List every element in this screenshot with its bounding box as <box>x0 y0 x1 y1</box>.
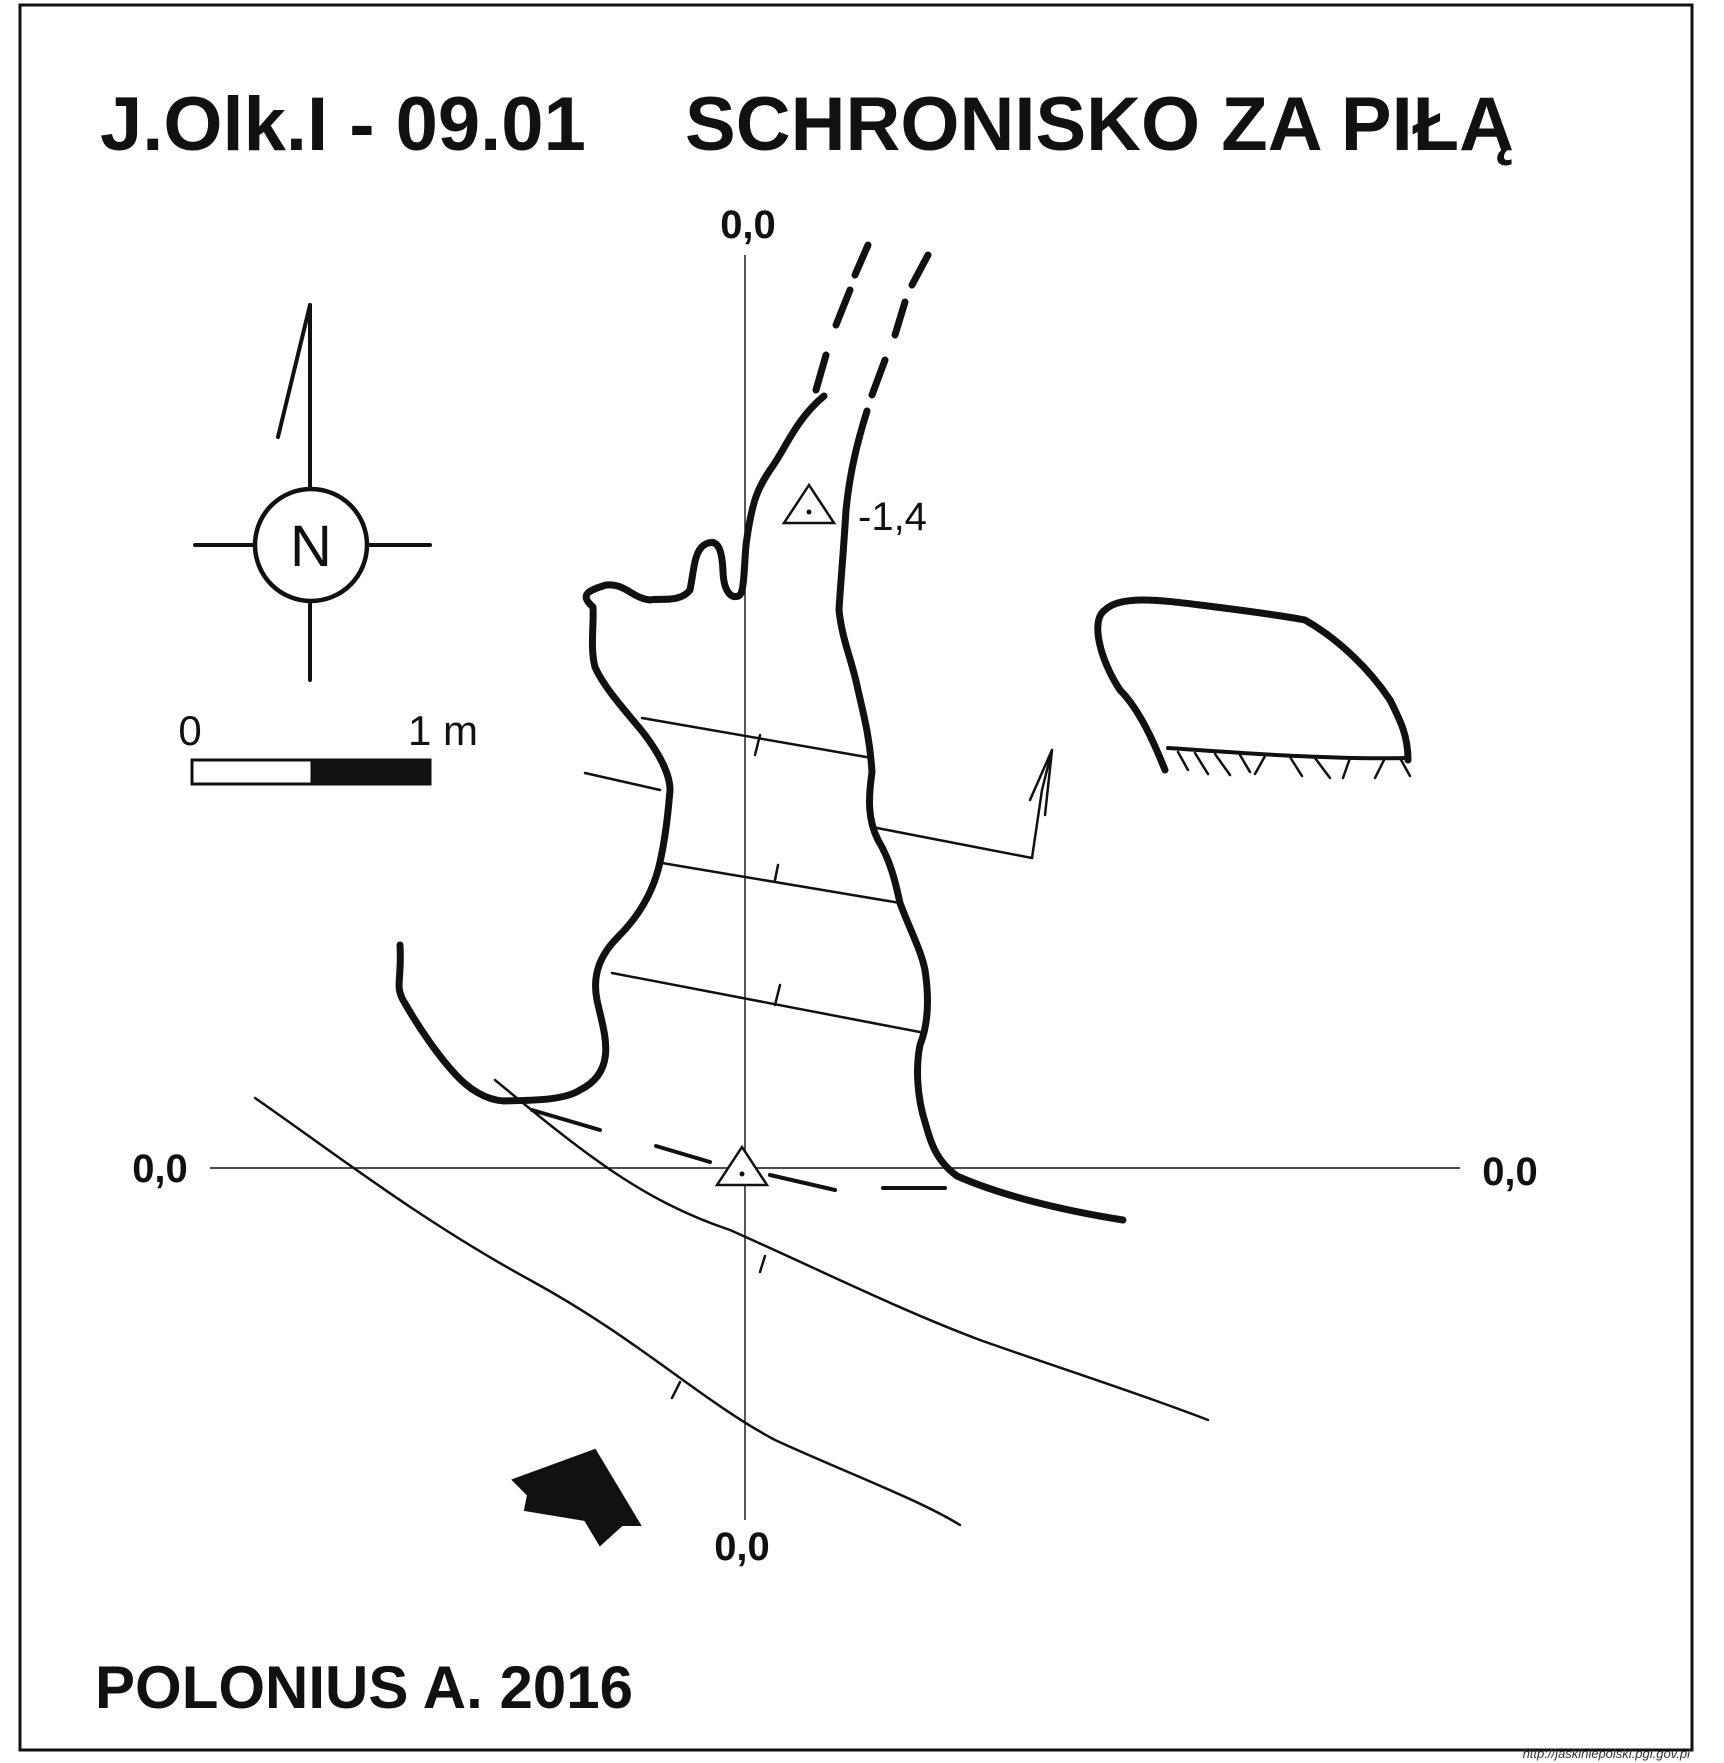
drip-line <box>530 1108 947 1192</box>
coord-label-bottom: 0,0 <box>714 1525 770 1569</box>
cave-wall-left <box>395 392 828 1105</box>
scale-bar-white-segment <box>190 758 314 786</box>
cave-wall-right <box>835 407 1127 1224</box>
coord-label-right: 0,0 <box>1482 1150 1538 1194</box>
entrance-arrow-icon <box>511 1448 642 1547</box>
scale-start-label: 0 <box>178 707 201 754</box>
north-arrow-icon: N <box>193 303 432 682</box>
coord-label-left: 0,0 <box>132 1147 188 1191</box>
survey-station-inner <box>781 482 837 525</box>
rock-block <box>1094 596 1412 780</box>
scale-bar-black-segment <box>310 758 432 786</box>
scale-end-label: 1 m <box>408 707 478 754</box>
reference-grid <box>210 255 1460 1520</box>
inner-station-depth-label: -1,4 <box>858 495 927 539</box>
rock-overhang-hatching <box>1176 750 1412 780</box>
author-label: POLONIUS A. 2016 <box>95 1654 633 1721</box>
map-frame <box>18 3 1694 1752</box>
profile-line <box>583 748 1054 860</box>
cave-code: J.Olk.I - 09.01 <box>100 82 586 167</box>
cross-sections <box>610 716 927 1035</box>
north-letter: N <box>290 514 332 579</box>
survey-station-entrance <box>714 1144 770 1187</box>
passage-dashed-continuation <box>812 241 932 399</box>
terrain-lines <box>253 1078 1210 1527</box>
coord-label-top: 0,0 <box>720 203 776 247</box>
credit-url: http://jaskiniepolski.pgi.gov.pl <box>1523 1746 1692 1761</box>
scale-bar: 0 1 m <box>178 707 478 786</box>
cave-name: SCHRONISKO ZA PIŁĄ <box>685 82 1514 167</box>
